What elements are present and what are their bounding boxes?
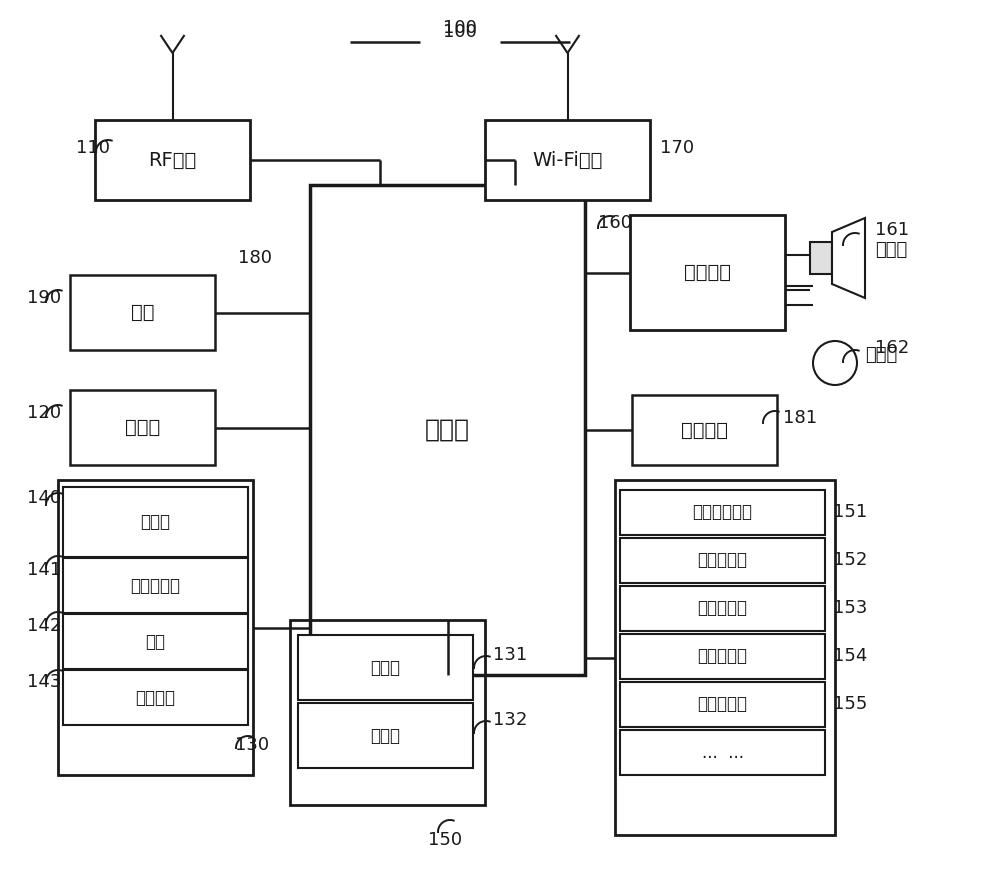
Text: 190: 190 [27, 289, 61, 307]
Text: 150: 150 [428, 831, 462, 849]
Text: 处理器: 处理器 [425, 418, 470, 442]
Bar [95, 120, 250, 200]
Text: 110: 110 [76, 139, 110, 157]
Bar [58, 480, 253, 775]
Bar [63, 670, 248, 725]
Text: 181: 181 [783, 409, 817, 427]
Text: 显示屏: 显示屏 [370, 727, 400, 744]
Text: 120: 120 [27, 404, 61, 422]
Text: Wi-Fi模块: Wi-Fi模块 [532, 150, 603, 170]
Bar [615, 480, 835, 835]
Text: 电源: 电源 [131, 303, 154, 322]
Text: 132: 132 [493, 711, 527, 729]
Text: 触摸屏: 触摸屏 [370, 659, 400, 676]
Bar [70, 390, 215, 465]
Bar [298, 703, 473, 768]
Bar [298, 635, 473, 700]
Bar [620, 490, 825, 535]
Bar [63, 558, 248, 613]
Bar [70, 275, 215, 350]
Text: 155: 155 [833, 695, 867, 713]
Bar [810, 242, 832, 274]
Text: 存储器: 存储器 [125, 418, 160, 437]
Bar [620, 538, 825, 583]
Text: 131: 131 [493, 646, 527, 664]
Text: 161: 161 [875, 221, 909, 239]
Text: 100: 100 [443, 19, 477, 37]
Circle shape [813, 341, 857, 385]
Text: 扬声器: 扬声器 [875, 241, 907, 259]
Text: 蓝牙模块: 蓝牙模块 [681, 421, 728, 439]
Text: 音频电路: 音频电路 [684, 263, 731, 282]
Text: 温度传感器: 温度传感器 [698, 647, 748, 666]
Text: 154: 154 [833, 647, 867, 665]
Text: 摄像头芝片: 摄像头芝片 [130, 576, 180, 595]
Text: 180: 180 [238, 249, 272, 267]
Text: 指纹传感器: 指纹传感器 [698, 599, 748, 618]
Text: 麦克风: 麦克风 [865, 346, 897, 364]
Text: 距离传感器: 距离传感器 [698, 552, 748, 569]
Polygon shape [832, 218, 865, 298]
Text: 153: 153 [833, 599, 867, 617]
Text: 170: 170 [660, 139, 694, 157]
Text: 130: 130 [235, 736, 269, 754]
Bar [620, 586, 825, 631]
Bar [632, 395, 777, 465]
Text: 加速度传感器: 加速度传感器 [692, 504, 753, 522]
Bar [290, 620, 485, 805]
Text: 雷达传感器: 雷达传感器 [698, 696, 748, 713]
Bar [620, 682, 825, 727]
Text: RF电路: RF电路 [148, 150, 197, 170]
Bar [310, 185, 585, 675]
Text: 镜头: 镜头 [146, 632, 166, 651]
Text: 100: 100 [443, 23, 477, 41]
Text: 162: 162 [875, 339, 909, 357]
Bar [630, 215, 785, 330]
Text: 141: 141 [27, 561, 61, 579]
Bar [63, 487, 248, 557]
Text: 152: 152 [833, 551, 867, 569]
Bar [485, 120, 650, 200]
Text: 感光元件: 感光元件 [136, 689, 176, 706]
Text: 142: 142 [27, 617, 61, 635]
Text: 160: 160 [598, 214, 632, 232]
Text: 140: 140 [27, 489, 61, 507]
Text: 摄像头: 摄像头 [140, 513, 170, 531]
Text: 151: 151 [833, 503, 867, 521]
Text: 143: 143 [27, 673, 61, 691]
Bar [620, 634, 825, 679]
Text: ...  ...: ... ... [702, 743, 744, 761]
Bar [63, 614, 248, 669]
Bar [620, 730, 825, 775]
